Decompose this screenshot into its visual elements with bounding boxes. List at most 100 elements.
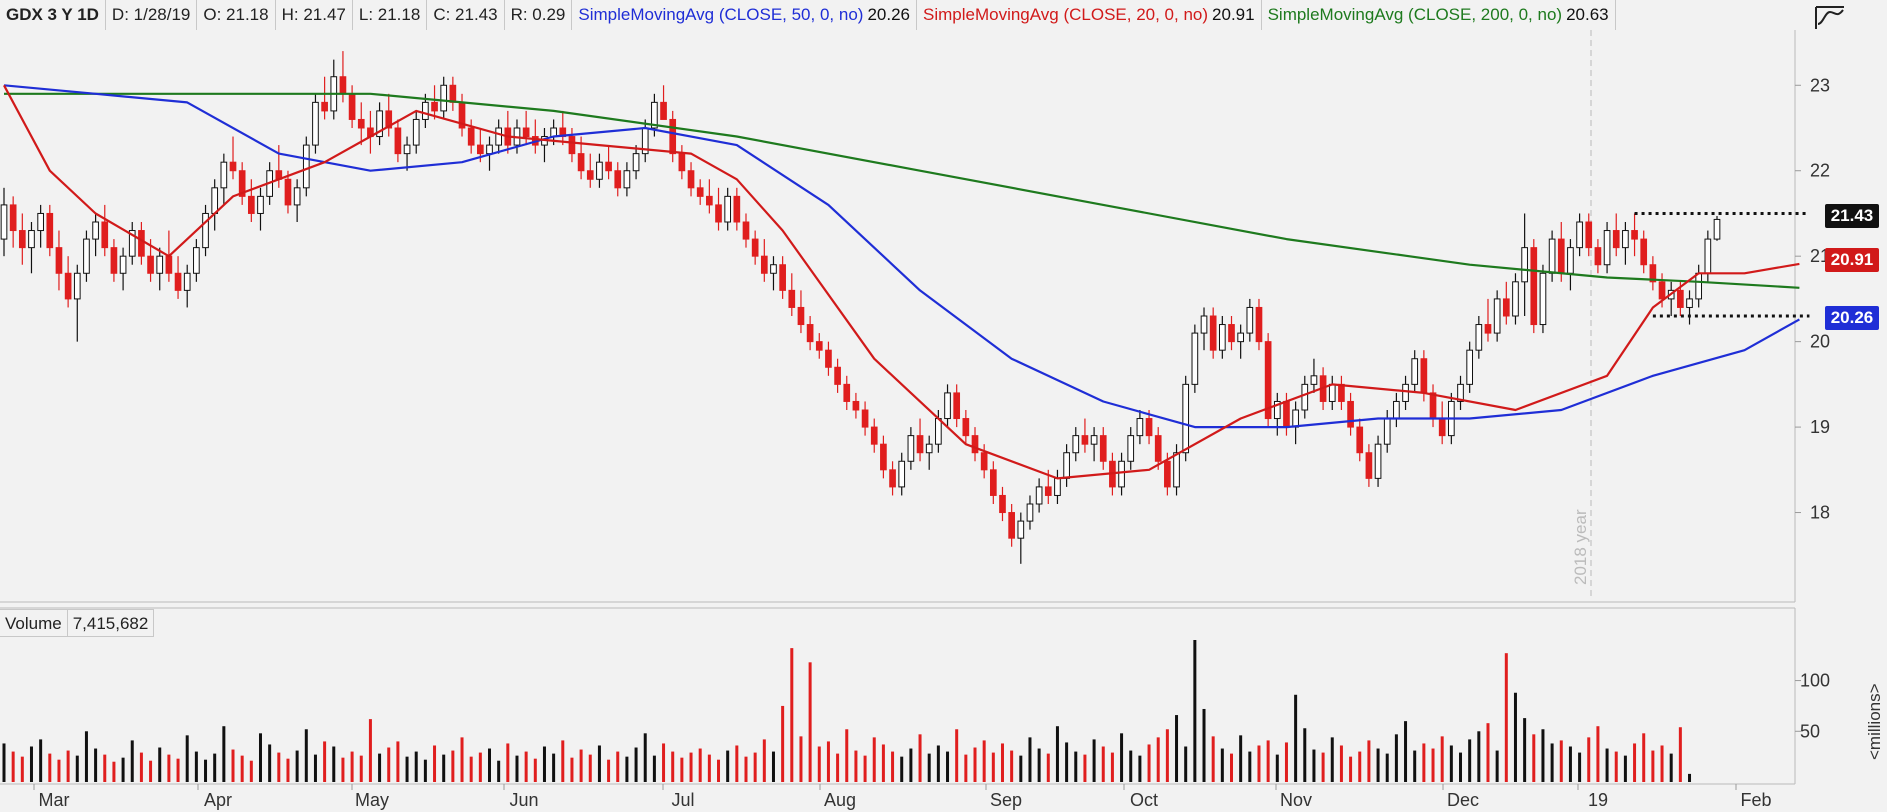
volume-bar	[1431, 748, 1435, 782]
candle-body	[1301, 383, 1309, 411]
volume-bar	[1037, 748, 1041, 782]
volume-bar	[872, 737, 876, 782]
symbol-label[interactable]: GDX 3 Y 1D	[0, 0, 106, 30]
candle-body	[1612, 230, 1620, 249]
candle-body	[1411, 358, 1419, 385]
volume-unit-label: <millions>	[1865, 683, 1884, 760]
volume-bar	[1513, 692, 1517, 782]
candle-body	[174, 272, 182, 291]
volume-bar	[387, 747, 391, 782]
volume-bar	[717, 759, 721, 782]
volume-bar	[1339, 745, 1343, 782]
volume-bar	[982, 740, 986, 782]
volume-bar	[662, 743, 666, 782]
candle-body	[715, 204, 722, 223]
volume-bar	[1083, 754, 1087, 782]
volume-bar	[927, 753, 931, 782]
time-tick-label: Aug	[824, 790, 856, 810]
candle-body	[1035, 486, 1043, 505]
candle-body	[953, 392, 961, 420]
candle-body	[1328, 383, 1336, 402]
volume-bar	[1605, 748, 1609, 782]
volume-bar	[442, 754, 446, 782]
volume-bar	[616, 751, 620, 782]
candle-body	[165, 255, 173, 274]
candle-body	[834, 366, 841, 385]
volume-bar	[955, 729, 959, 782]
volume-bar	[808, 662, 812, 782]
volume-bar	[488, 748, 492, 782]
volume-bar	[881, 744, 885, 782]
volume-bar	[121, 757, 125, 782]
volume-bar	[2, 743, 6, 782]
candle-body	[1393, 400, 1400, 420]
candle-body	[586, 170, 594, 180]
volume-bar	[1477, 731, 1481, 782]
candle-body	[1622, 230, 1629, 249]
sma50-legend[interactable]: SimpleMovingAvg (CLOSE, 50, 0, no) 20.26	[572, 0, 917, 30]
volume-bar	[1257, 745, 1261, 782]
candle-body	[412, 118, 420, 146]
candle-body	[422, 101, 429, 120]
volume-bar	[1449, 745, 1453, 782]
volume-bar	[20, 756, 24, 782]
volume-bar	[1623, 755, 1627, 782]
volume-bar	[323, 741, 327, 782]
candle-body	[1713, 218, 1721, 240]
volume-bar	[826, 741, 830, 782]
candle-body	[678, 153, 686, 172]
volume-bar	[1248, 751, 1252, 782]
sma200-legend[interactable]: SimpleMovingAvg (CLOSE, 200, 0, no) 20.63	[1262, 0, 1616, 30]
volume-bar	[1468, 739, 1472, 782]
candle-body	[696, 187, 704, 197]
volume-bar	[451, 750, 455, 782]
chart-style-icon[interactable]	[1813, 4, 1847, 32]
volume-bar	[222, 726, 226, 782]
volume-bar	[368, 719, 372, 782]
volume-bar	[845, 729, 849, 782]
candle-body	[1512, 281, 1519, 317]
volume-label: Volume	[0, 609, 68, 637]
candle-body	[1557, 238, 1565, 274]
candle-body	[1292, 409, 1299, 428]
volume-bar	[130, 740, 134, 782]
sma20-legend[interactable]: SimpleMovingAvg (CLOSE, 20, 0, no) 20.91	[917, 0, 1262, 30]
volume-bar	[469, 756, 473, 782]
volume-header: Volume 7,415,682	[0, 609, 155, 637]
price-tick-label: 20	[1810, 332, 1830, 352]
volume-bar	[1055, 726, 1059, 782]
candle-body	[1677, 289, 1684, 308]
candle-body	[284, 178, 292, 206]
candle-body	[861, 409, 869, 428]
time-tick-label: Feb	[1740, 790, 1771, 810]
candle-body	[1136, 418, 1144, 437]
candle-body	[522, 127, 530, 138]
candle-body	[110, 247, 118, 274]
volume-bar	[1275, 754, 1279, 782]
candle-body	[1402, 383, 1409, 402]
volume-bar	[1294, 694, 1298, 782]
volume-bar	[1220, 748, 1224, 782]
volume-bar	[1349, 756, 1353, 782]
volume-bar	[936, 745, 940, 782]
candle-body	[64, 272, 72, 300]
volume-bar	[341, 757, 345, 782]
volume-bar	[304, 729, 308, 782]
candle-body	[1182, 383, 1190, 454]
volume-bar	[707, 754, 711, 782]
candle-body	[1438, 418, 1446, 437]
volume-bar	[1000, 743, 1004, 782]
candle-body	[1099, 435, 1107, 462]
time-tick-label: Apr	[204, 790, 232, 810]
volume-bar	[204, 759, 208, 782]
candle-body	[935, 418, 942, 445]
volume-bar	[1229, 753, 1233, 782]
volume-bar	[790, 648, 794, 782]
volume-bar	[698, 748, 702, 782]
candle-body	[1145, 418, 1153, 437]
candle-body	[1200, 315, 1208, 334]
volume-bar	[1312, 749, 1316, 782]
candle-body	[1502, 298, 1510, 317]
candle-body	[339, 76, 347, 95]
